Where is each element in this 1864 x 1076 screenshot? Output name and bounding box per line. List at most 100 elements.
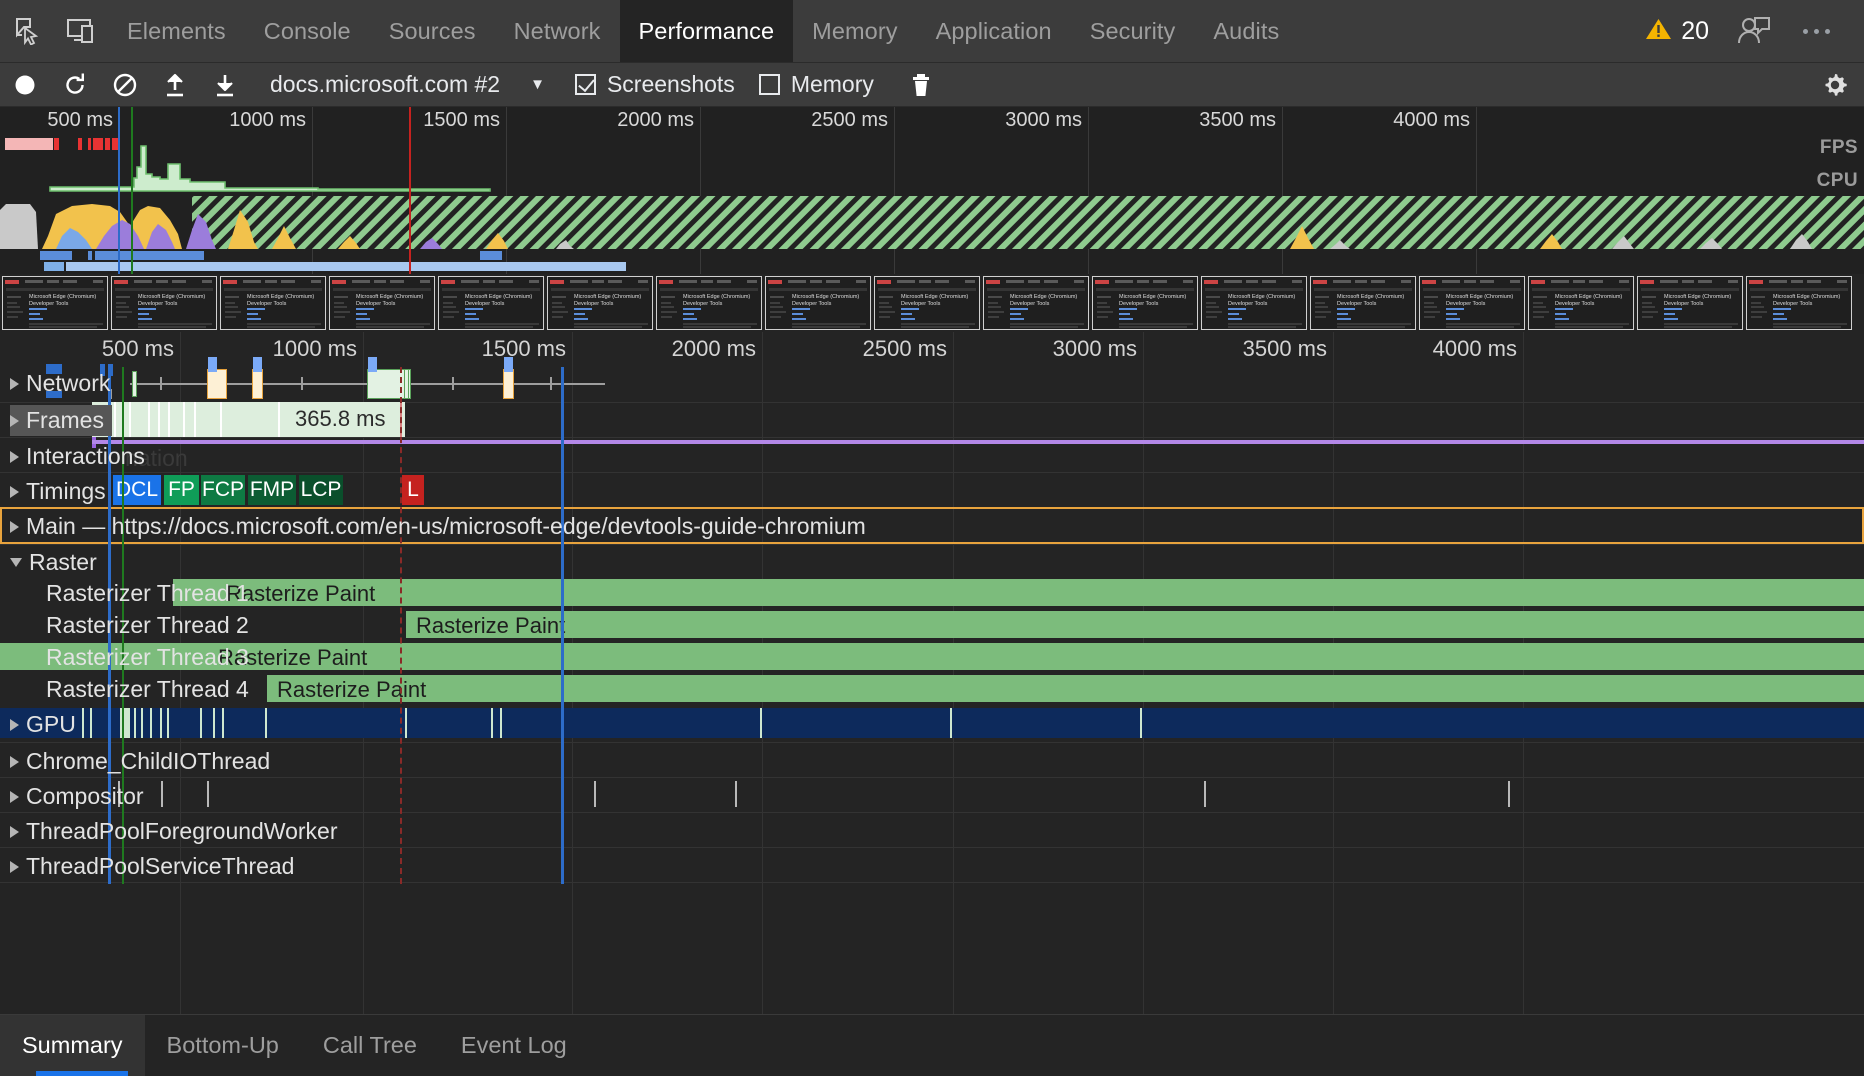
filmstrip-thumbnail[interactable]: Microsoft Edge (Chromium) Developer Tools: [1746, 276, 1852, 330]
delete-icon[interactable]: [896, 63, 946, 107]
chevron-right-icon[interactable]: [10, 790, 19, 803]
screenshots-checkbox-box[interactable]: [574, 74, 596, 95]
tab-performance[interactable]: Performance: [619, 0, 794, 62]
timing-badge-fcp[interactable]: FCP: [201, 475, 245, 505]
track-raster[interactable]: Raster: [0, 544, 1864, 577]
track-gpu-label[interactable]: GPU: [10, 711, 76, 738]
filmstrip-thumbnail[interactable]: Microsoft Edge (Chromium) Developer Tools: [874, 276, 980, 330]
reload-record-icon[interactable]: [50, 63, 100, 107]
track-timings-label[interactable]: Timings: [10, 478, 106, 505]
filmstrip-thumbnail[interactable]: Microsoft Edge (Chromium) Developer Tools: [1092, 276, 1198, 330]
clear-recording-icon[interactable]: [100, 63, 150, 107]
filmstrip-thumbnail[interactable]: Microsoft Edge (Chromium) Developer Tools: [1419, 276, 1525, 330]
filmstrip-thumbnail[interactable]: Microsoft Edge (Chromium) Developer Tools: [220, 276, 326, 330]
network-request-bar[interactable]: [46, 391, 62, 398]
raster-thread-row[interactable]: Rasterizer Thread 3 Rasterize Paint: [0, 641, 1864, 673]
filmstrip-thumbnail[interactable]: Microsoft Edge (Chromium) Developer Tools: [1201, 276, 1307, 330]
track-childiothread-label[interactable]: Chrome_ChildIOThread: [10, 748, 270, 775]
raster-thread-row[interactable]: Rasterizer Thread 2 Rasterize Paint: [0, 609, 1864, 641]
rasterize-paint-bar[interactable]: [173, 579, 1864, 606]
feedback-person-icon[interactable]: [1721, 16, 1787, 46]
track-main[interactable]: Main — https://docs.microsoft.com/en-us/…: [0, 507, 1864, 544]
network-request-bar[interactable]: [207, 357, 227, 399]
interaction-line[interactable]: [92, 440, 1864, 444]
load-profile-icon[interactable]: [150, 63, 200, 107]
timing-badge-fmp[interactable]: FMP: [248, 475, 296, 505]
drawer-tab-call-tree[interactable]: Call Tree: [322, 1032, 417, 1058]
tab-sources[interactable]: Sources: [388, 17, 476, 44]
track-main-label[interactable]: Main — https://docs.microsoft.com/en-us/…: [10, 513, 866, 540]
filmstrip-thumbnail[interactable]: Microsoft Edge (Chromium) Developer Tools: [983, 276, 1089, 330]
tab-memory[interactable]: Memory: [812, 17, 898, 44]
track-timings[interactable]: Timings DCL FP FCP FMP LCP L: [0, 472, 1864, 508]
session-selector-label[interactable]: docs.microsoft.com #2: [270, 71, 501, 97]
chevron-down-icon[interactable]: [10, 558, 22, 567]
raster-thread-label[interactable]: Rasterizer Thread 1: [46, 580, 249, 607]
gpu-activity-bar[interactable]: [0, 708, 1864, 738]
flame-chart-area[interactable]: 500 ms 1000 ms 1500 ms 2000 ms 2500 ms 3000 m…: [0, 332, 1864, 1014]
tab-security[interactable]: Security: [1089, 17, 1176, 44]
network-document-request[interactable]: [132, 371, 137, 397]
track-threadpoolforegroundworker-label[interactable]: ThreadPoolForegroundWorker: [10, 818, 338, 845]
chevron-right-icon[interactable]: [10, 718, 19, 731]
tab-console[interactable]: Console: [263, 17, 351, 44]
tab-audits[interactable]: Audits: [1213, 17, 1280, 44]
chevron-right-icon[interactable]: [10, 520, 19, 533]
save-profile-icon[interactable]: [200, 63, 250, 107]
filmstrip-thumbnail[interactable]: Microsoft Edge (Chromium) Developer Tools: [438, 276, 544, 330]
rasterize-paint-bar[interactable]: [406, 611, 1864, 638]
timing-badge-lcp[interactable]: LCP: [299, 475, 343, 505]
rasterize-paint-bar[interactable]: [0, 643, 1864, 670]
raster-thread-label[interactable]: Rasterizer Thread 3: [46, 644, 249, 671]
timeline-overview[interactable]: 500 ms 1000 ms 1500 ms 2000 ms 2500 ms 3000 m…: [0, 107, 1864, 274]
chevron-right-icon[interactable]: [10, 860, 19, 873]
chevron-down-icon[interactable]: ▼: [530, 76, 545, 93]
filmstrip-thumbnail[interactable]: Microsoft Edge (Chromium) Developer Tools: [656, 276, 762, 330]
track-network-label[interactable]: Network: [10, 370, 110, 397]
track-threadpoolservicethread[interactable]: ThreadPoolServiceThread: [0, 847, 1864, 882]
frames-bar[interactable]: [92, 402, 405, 437]
track-network[interactable]: Network: [0, 357, 1864, 402]
tab-elements[interactable]: Elements: [127, 17, 226, 44]
filmstrip-thumbnail[interactable]: Microsoft Edge (Chromium) Developer Tools: [765, 276, 871, 330]
device-toolbar-icon[interactable]: [54, 0, 108, 62]
inspect-element-icon[interactable]: [0, 0, 54, 62]
raster-thread-row[interactable]: Rasterizer Thread 4 Rasterize Paint: [0, 673, 1864, 705]
gear-icon[interactable]: [1820, 70, 1850, 100]
drawer-tab-event-log[interactable]: Event Log: [460, 1032, 567, 1058]
timing-badge-fp[interactable]: FP: [164, 475, 199, 505]
network-request-bar[interactable]: [252, 357, 263, 399]
track-raster-label[interactable]: Raster: [10, 549, 97, 576]
filmstrip-thumbnail[interactable]: Microsoft Edge (Chromium) Developer Tools: [1637, 276, 1743, 330]
track-interactions-label[interactable]: Interactions: [10, 443, 145, 470]
filmstrip-thumbnail[interactable]: Microsoft Edge (Chromium) Developer Tools: [547, 276, 653, 330]
more-options-icon[interactable]: [1787, 28, 1846, 34]
timing-badge-dcl[interactable]: DCL: [113, 475, 161, 505]
drawer-tab-bottom-up[interactable]: Bottom-Up: [166, 1032, 279, 1058]
timing-badge-l[interactable]: L: [402, 475, 424, 505]
scroll-indicator[interactable]: [36, 1071, 128, 1076]
filmstrip-thumbnail[interactable]: Microsoft Edge (Chromium) Developer Tools: [111, 276, 217, 330]
track-compositor[interactable]: Compositor: [0, 777, 1864, 812]
drawer-tab-summary[interactable]: Summary: [0, 1015, 145, 1076]
screenshots-checkbox[interactable]: Screenshots: [563, 71, 747, 98]
chevron-right-icon[interactable]: [10, 377, 19, 390]
track-compositor-label[interactable]: Compositor: [10, 783, 144, 810]
warning-badge[interactable]: 20: [1633, 17, 1721, 46]
network-request-bar[interactable]: [503, 357, 514, 399]
track-childiothread[interactable]: Chrome_ChildIOThread: [0, 742, 1864, 777]
filmstrip-thumbnail[interactable]: Microsoft Edge (Chromium) Developer Tools: [329, 276, 435, 330]
network-document-request[interactable]: [404, 369, 409, 399]
filmstrip-thumbnail[interactable]: Microsoft Edge (Chromium) Developer Tools: [1528, 276, 1634, 330]
track-gpu[interactable]: GPU: [0, 705, 1864, 742]
filmstrip[interactable]: Microsoft Edge (Chromium) Developer Tools…: [0, 274, 1864, 332]
rasterize-paint-bar[interactable]: [267, 675, 1864, 702]
tab-application[interactable]: Application: [935, 17, 1052, 44]
raster-thread-row[interactable]: Rasterizer Thread 1 Rasterize Paint: [0, 577, 1864, 609]
network-document-request[interactable]: [367, 357, 411, 399]
chevron-right-icon[interactable]: [10, 825, 19, 838]
chevron-right-icon[interactable]: [10, 485, 19, 498]
filmstrip-thumbnail[interactable]: Microsoft Edge (Chromium) Developer Tools: [1310, 276, 1416, 330]
track-frames[interactable]: Frames 365.8 ms: [0, 402, 1864, 437]
chevron-right-icon[interactable]: [10, 450, 19, 463]
